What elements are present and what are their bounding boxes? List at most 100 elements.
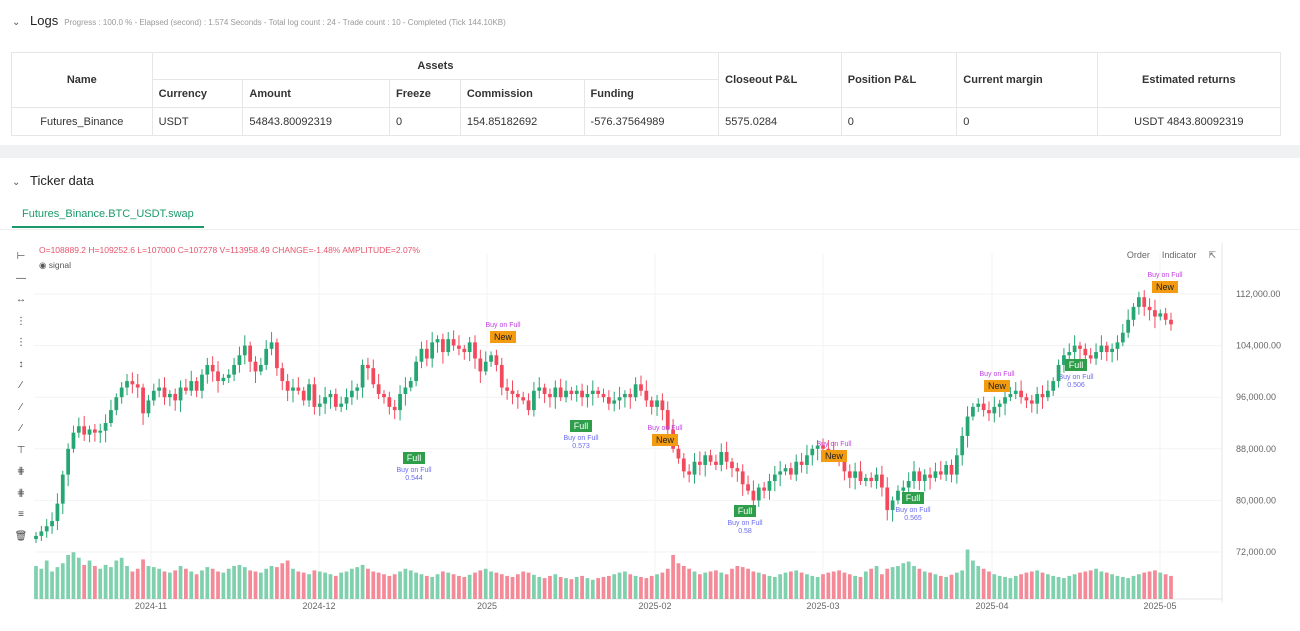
candle-body	[87, 429, 92, 435]
price-range-icon[interactable]: ⊤	[16, 444, 26, 456]
volume-bar	[933, 574, 938, 599]
cell-currency: USDT	[151, 107, 244, 136]
volume-bar	[623, 571, 627, 599]
chevron-down-icon[interactable]: ⌄	[12, 17, 21, 28]
candle-body	[617, 397, 622, 401]
candle-body	[548, 393, 552, 398]
volume-bar	[39, 568, 44, 599]
candle-body	[184, 387, 188, 391]
logs-panel: ⌄ Logs Progress : 100.0 % - Elapsed (sec…	[0, 0, 1300, 145]
candle-body	[216, 371, 220, 382]
parallel-channel-icon[interactable]: ⋕	[16, 466, 26, 478]
chart-controls: Order Indicator ⇱	[1123, 249, 1220, 262]
ticker-header[interactable]: ⌄ Ticker data	[12, 173, 94, 188]
candle-body	[853, 471, 858, 478]
price-chart[interactable]: 112,000.00 104,000.00 96,000.00 88,000.00 80…	[0, 158, 1300, 631]
candle-body	[1019, 390, 1023, 398]
chevron-down-icon[interactable]: ⌄	[12, 177, 21, 188]
candle-body	[553, 387, 558, 398]
volume-bar	[606, 575, 611, 599]
candle-body	[789, 468, 793, 475]
volume-bar	[917, 568, 922, 599]
candle-body	[494, 355, 499, 365]
candle-body	[1008, 393, 1013, 398]
extended-line-icon[interactable]: ∕	[20, 423, 22, 435]
volume-bar	[821, 574, 825, 599]
volume-bar	[109, 567, 113, 599]
fib-icon[interactable]: ⋕	[16, 487, 26, 499]
horizontal-ray-icon[interactable]: —	[16, 272, 26, 284]
ticker-panel: ⌄ Ticker data Futures_Binance.BTC_USDT.s…	[0, 158, 1300, 631]
buy-ratio-text: 0.506	[1067, 382, 1085, 389]
candle-body	[912, 471, 916, 482]
vertical-segment-icon[interactable]: ⋮	[16, 315, 26, 327]
funding-header: Funding	[583, 79, 720, 108]
volume-bar	[515, 574, 520, 599]
eye-icon[interactable]: ◉	[39, 260, 47, 270]
volume-bar	[280, 563, 285, 599]
candle-body	[767, 481, 772, 491]
signal-label: signal	[48, 260, 72, 270]
candle-body	[778, 471, 783, 475]
volume-bar	[301, 572, 306, 599]
vertical-line-icon[interactable]: ↕	[18, 358, 24, 370]
volume-bar	[580, 575, 584, 599]
candle-body	[965, 416, 970, 436]
volume-bar	[489, 571, 493, 599]
candle-body	[1078, 345, 1082, 349]
volume-bar	[366, 568, 370, 599]
candle-body	[751, 490, 756, 501]
candle-body	[521, 397, 526, 401]
order-button[interactable]: Order	[1126, 250, 1150, 260]
candle-body	[1120, 332, 1125, 343]
vertical-ray-icon[interactable]: ⋮	[16, 337, 26, 349]
volume-bar	[847, 574, 852, 599]
candle-body	[1013, 390, 1018, 394]
horizontal-line-icon[interactable]: ↔	[16, 294, 26, 306]
candle-body	[655, 400, 659, 407]
volume-bar	[285, 560, 290, 599]
assets-header: Assets	[151, 52, 720, 80]
x-tick-label: 2024-11	[135, 601, 167, 611]
volume-bar	[1099, 571, 1104, 599]
volume-bar	[1158, 572, 1163, 599]
candle-body	[71, 432, 76, 449]
volume-bar	[676, 563, 681, 599]
volume-bar	[1056, 577, 1061, 599]
candle-body	[291, 387, 295, 391]
candle-body	[200, 374, 204, 391]
candle-body	[44, 526, 49, 532]
drawing-toolbar: ⊢ — ↔ ⋮ ⋮ ↕ ∕ ∕ ∕ ⊤ ⋕ ⋕ ≡ 🗑	[12, 246, 32, 547]
ray-icon[interactable]: ∕	[20, 401, 22, 413]
volume-bar	[275, 567, 279, 599]
candle-body	[189, 381, 194, 391]
tab-btc-usdt-swap[interactable]: Futures_Binance.BTC_USDT.swap	[12, 200, 204, 228]
volume-bar	[772, 577, 777, 599]
buy-on-full-text: Buy on Full	[895, 507, 930, 514]
volume-bar	[435, 574, 440, 599]
candle-body	[109, 410, 113, 423]
trash-icon[interactable]: 🗑	[14, 530, 28, 542]
volume-bar	[221, 572, 226, 599]
volume-bar	[467, 574, 472, 599]
measure-icon[interactable]: ≡	[18, 509, 24, 521]
candle-body	[457, 345, 461, 349]
candle-body	[285, 381, 290, 391]
volume-bar	[451, 574, 456, 599]
volume-bar	[483, 568, 488, 599]
trend-line-icon[interactable]: ∕	[20, 380, 22, 392]
volume-bar	[328, 574, 333, 599]
logs-header[interactable]: ⌄ Logs Progress : 100.0 % - Elapsed (sec…	[12, 13, 506, 28]
signal-legend[interactable]: ◉ signal	[39, 260, 71, 271]
candle-body	[933, 471, 938, 478]
expand-icon[interactable]: ⇱	[1208, 250, 1216, 260]
volume-bar	[1078, 572, 1082, 599]
candle-body	[938, 471, 943, 475]
candle-body	[1131, 306, 1136, 320]
candle-body	[687, 471, 692, 475]
candle-body	[1163, 313, 1168, 320]
indicator-button[interactable]: Indicator	[1161, 250, 1197, 260]
crosshair-icon[interactable]: ⊢	[16, 251, 26, 263]
tab-divider	[0, 229, 1300, 230]
volume-bar	[205, 567, 210, 599]
